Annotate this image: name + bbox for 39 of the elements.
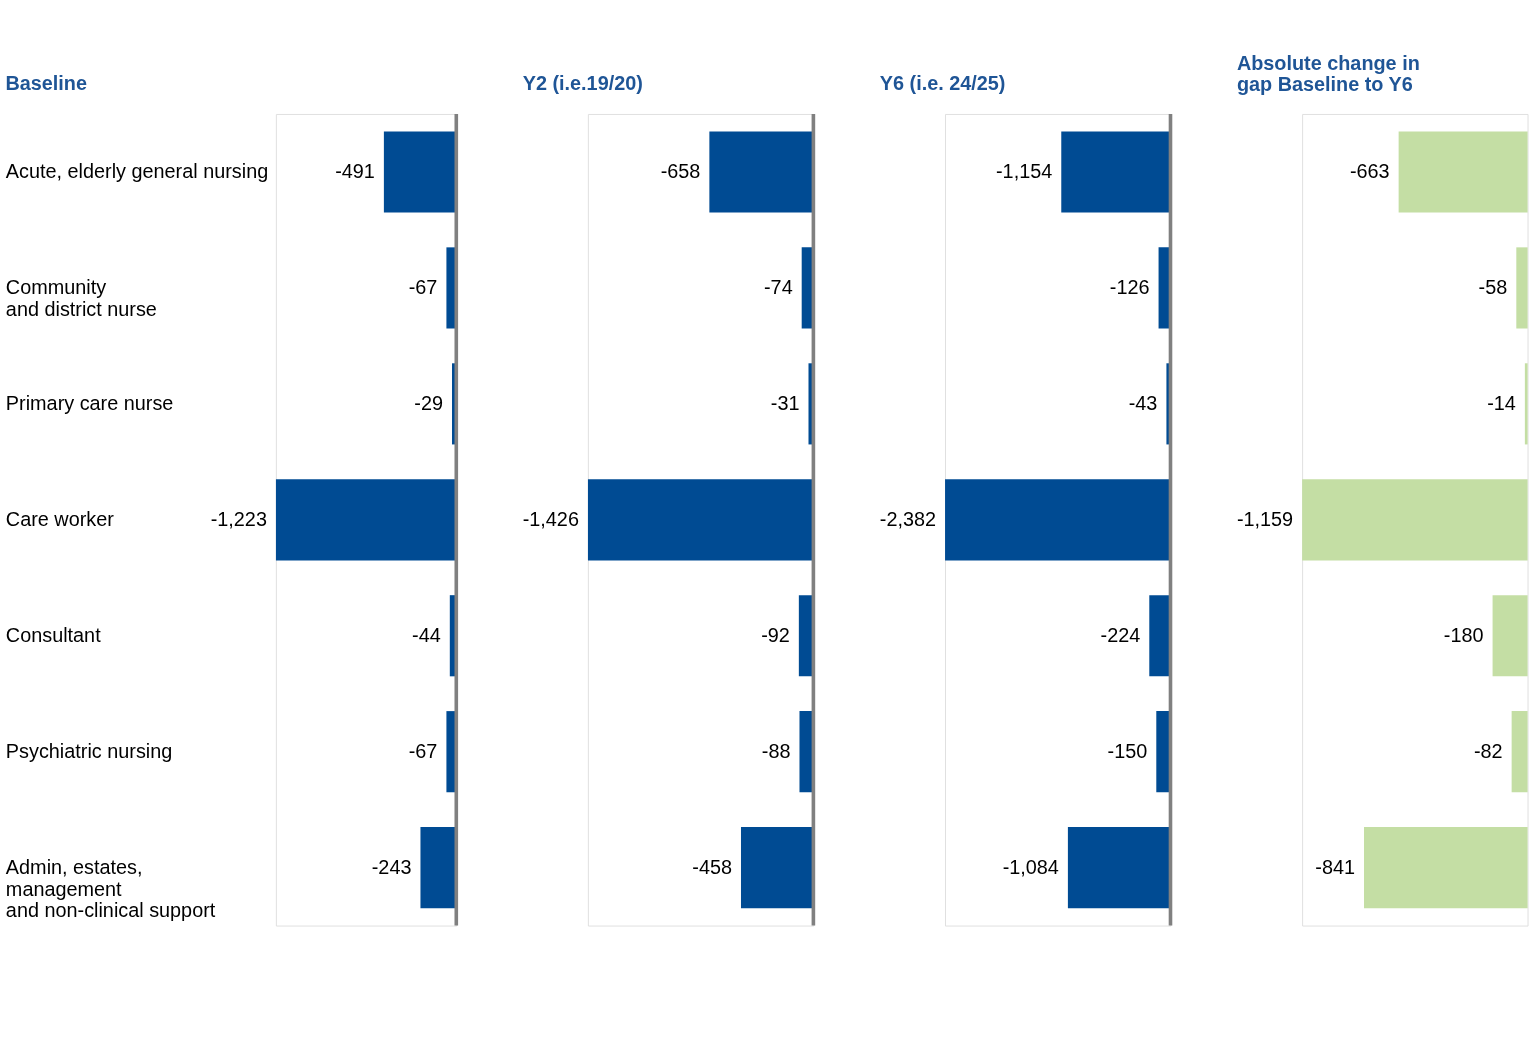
data-label: -224 xyxy=(1100,624,1141,647)
data-label: -67 xyxy=(408,740,438,762)
data-label: -88 xyxy=(761,740,791,762)
y-tick-label: Acute, elderly general nursing xyxy=(5,160,269,183)
chart-title: Y2 (i.e.19/20) xyxy=(522,71,643,94)
data-label: -14 xyxy=(1487,392,1516,415)
data-label: -491 xyxy=(335,160,375,183)
data-label: -1,154 xyxy=(996,160,1053,183)
data-label: -82 xyxy=(1473,740,1503,762)
chart-title: Y6 (i.e. 24/25) xyxy=(879,71,1006,94)
data-label: -841 xyxy=(1315,855,1355,878)
data-label: -658 xyxy=(660,160,701,183)
data-label: -126 xyxy=(1109,276,1150,299)
data-label: -74 xyxy=(764,276,793,299)
data-label: -2,382 xyxy=(879,508,937,531)
data-label: -663 xyxy=(1349,160,1390,183)
data-label: -44 xyxy=(412,624,441,647)
data-label: -458 xyxy=(692,855,732,878)
data-label: -243 xyxy=(371,855,412,878)
data-label: -1,084 xyxy=(1002,855,1059,878)
data-label: -31 xyxy=(770,392,800,415)
data-label: -43 xyxy=(1128,392,1158,415)
data-label: -1,426 xyxy=(522,508,579,531)
y-tick-label: Consultant xyxy=(5,624,102,647)
y-tick-label: Care worker xyxy=(5,508,115,531)
data-label: -67 xyxy=(408,276,438,299)
chart-title: Absolute change in gap Baseline to Y6 xyxy=(1236,51,1420,96)
y-tick-label: Admin, estates, management and non-clinical support xyxy=(5,855,216,922)
data-label: -180 xyxy=(1443,624,1484,647)
data-label: -1,223 xyxy=(210,508,267,531)
data-label: -29 xyxy=(414,392,443,415)
data-label: -1,159 xyxy=(1236,508,1294,531)
y-tick-label: Community and district nurse xyxy=(5,276,157,320)
data-label: -92 xyxy=(761,624,790,647)
data-label: -150 xyxy=(1107,740,1148,762)
text: Baseline xyxy=(5,71,87,94)
y-tick-label: Primary care nurse xyxy=(5,392,174,415)
data-label: -58 xyxy=(1478,276,1508,299)
y-tick-label: Psychiatric nursing xyxy=(5,740,173,762)
